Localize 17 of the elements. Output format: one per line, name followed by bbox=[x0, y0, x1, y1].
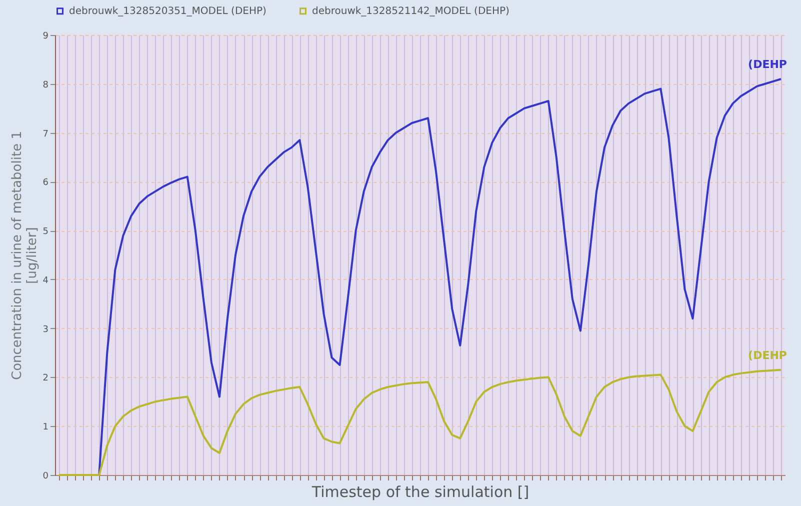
y-tick-label: 6 bbox=[42, 178, 49, 188]
y-tick-label: 8 bbox=[42, 80, 49, 90]
y-tick-label: 1 bbox=[42, 422, 48, 433]
y-axis-title: Concentration in urine of metabolite 1 [ug/liter] bbox=[10, 131, 40, 380]
y-tick-label: 2 bbox=[42, 374, 48, 384]
y-tick-label: 9 bbox=[42, 32, 49, 42]
legend-label: debrouwk_1328520351_MODEL (DEHP) bbox=[69, 6, 267, 18]
annotation: (DEHP bbox=[748, 348, 787, 362]
x-axis-title: Timestep of the simulation [] bbox=[310, 483, 530, 501]
annotation: (DEHP bbox=[748, 58, 787, 71]
line-series bbox=[58, 368, 782, 476]
y-tick-label: 7 bbox=[42, 129, 48, 140]
legend-label: debrouwk_1328521142_MODEL (DEHP) bbox=[312, 6, 510, 18]
y-tick-label: 3 bbox=[42, 324, 48, 335]
y-tick-label: 4 bbox=[42, 276, 49, 286]
y-tick-label: 0 bbox=[42, 472, 49, 482]
y-tick-label: 5 bbox=[42, 227, 48, 238]
